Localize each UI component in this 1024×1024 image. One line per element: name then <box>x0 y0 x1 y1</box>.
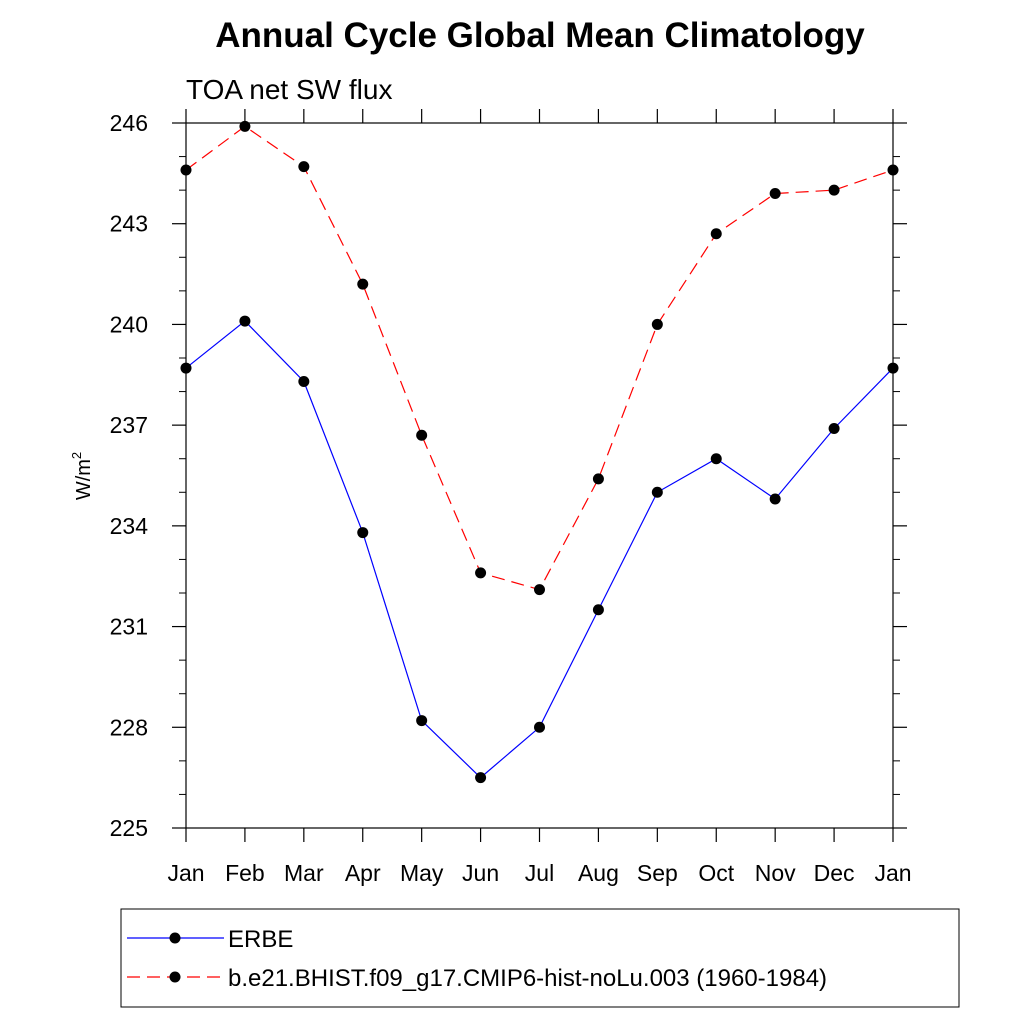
plot-frame <box>185 122 894 829</box>
y-tick-label: 228 <box>110 714 148 740</box>
legend-label-0: ERBE <box>228 926 293 953</box>
legend-box <box>120 908 960 1008</box>
x-tick-label: Jul <box>525 860 554 886</box>
x-tick-label: Nov <box>755 860 796 886</box>
x-tick-label: Jun <box>462 860 499 886</box>
series-0-point <box>298 376 310 387</box>
x-tick-label: Jan <box>167 860 204 886</box>
series-0-point <box>769 493 781 505</box>
x-tick-label: Mar <box>284 860 324 886</box>
series-1-point <box>534 584 545 596</box>
series-1-point <box>475 567 487 579</box>
series-1-point <box>828 184 840 196</box>
series-1-point <box>710 228 722 240</box>
y-axis-label-base: W/m <box>73 459 95 500</box>
legend: ERBE b.e21.BHIST.f09_g17.CMIP6-hist-noLu.… <box>127 926 827 992</box>
chart-subtitle: TOA net SW flux <box>186 74 392 105</box>
x-tick-label: Apr <box>345 860 381 886</box>
series-1-point <box>239 120 251 132</box>
legend-marker-1 <box>169 971 181 983</box>
y-tick-label: 246 <box>110 110 148 136</box>
series-1-point <box>769 188 781 199</box>
chart-title: Annual Cycle Global Mean Climatology <box>215 16 865 55</box>
y-tick-label: 243 <box>110 211 148 237</box>
series-0-point <box>651 486 663 498</box>
y-tick-label: 231 <box>110 614 148 640</box>
x-tick-label: Aug <box>578 860 619 886</box>
series-1-point <box>357 278 369 290</box>
series-0-point <box>475 772 487 784</box>
series-line-1 <box>185 125 894 591</box>
x-tick-labels: Jan Feb Mar Apr May Jun Jul Aug Sep Oct Nov Dec Jan <box>167 860 911 886</box>
series-0-point <box>534 721 545 733</box>
series-1-point <box>298 161 310 173</box>
x-tick-label: Sep <box>637 860 678 886</box>
series-1-point <box>416 429 428 441</box>
series-0-point <box>357 527 369 539</box>
series-0-point <box>239 315 251 327</box>
y-tick-label: 240 <box>110 311 148 337</box>
axis-ticks <box>172 109 907 842</box>
y-tick-label: 225 <box>110 815 148 841</box>
x-tick-label: Oct <box>698 860 734 886</box>
y-axis-label: W/m2 <box>69 452 95 500</box>
series-1-point <box>651 318 663 330</box>
series-1-point <box>592 473 604 485</box>
y-axis-label-superscript: 2 <box>69 452 84 459</box>
y-tick-label: 234 <box>110 513 149 539</box>
legend-marker-0 <box>169 932 181 944</box>
x-tick-label: Jan <box>874 860 911 886</box>
x-tick-label: Feb <box>225 860 265 886</box>
series-group <box>180 120 899 784</box>
legend-label-1: b.e21.BHIST.f09_g17.CMIP6-hist-noLu.003 … <box>228 965 827 992</box>
series-0-point <box>710 453 722 465</box>
x-tick-label: Dec <box>814 860 855 886</box>
series-0-point <box>828 423 840 434</box>
y-tick-label: 237 <box>110 412 148 438</box>
y-tick-labels: 225 228 231 234 237 240 243 246 <box>110 110 149 841</box>
series-0-point <box>592 604 604 616</box>
series-0-point <box>416 715 428 727</box>
series-line-0 <box>185 320 894 779</box>
x-tick-label: May <box>400 860 444 886</box>
